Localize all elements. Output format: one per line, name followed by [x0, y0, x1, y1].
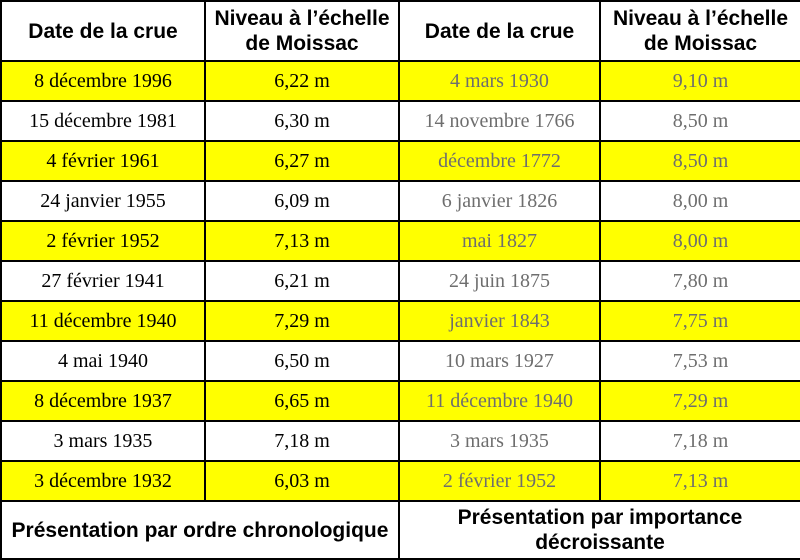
chronological-level-cell: 6,09 m: [204, 180, 400, 222]
importance-date-cell: 6 janvier 1826: [398, 180, 601, 222]
importance-level-cell: 8,50 m: [599, 100, 800, 142]
header-row: Date de la crue Niveau à l’échelle de Mo…: [0, 0, 800, 62]
chronological-date-cell: 11 décembre 1940: [0, 300, 206, 342]
table-row: 27 février 1941 6,21 m 24 juin 1875 7,80 m: [0, 260, 800, 302]
header-date-chronological: Date de la crue: [0, 0, 206, 62]
importance-level-cell: 8,00 m: [599, 220, 800, 262]
table-row: 11 décembre 1940 7,29 m janvier 1843 7,75 m: [0, 300, 800, 342]
chronological-level-cell: 6,21 m: [204, 260, 400, 302]
importance-level-cell: 7,13 m: [599, 460, 800, 502]
table-row: 2 février 1952 7,13 m mai 1827 8,00 m: [0, 220, 800, 262]
chronological-date-cell: 4 mai 1940: [0, 340, 206, 382]
importance-date-cell: 3 mars 1935: [398, 420, 601, 462]
chronological-date-cell: 8 décembre 1937: [0, 380, 206, 422]
importance-date-cell: janvier 1843: [398, 300, 601, 342]
header-level-importance: Niveau à l’échelle de Moissac: [599, 0, 800, 62]
importance-level-cell: 7,53 m: [599, 340, 800, 382]
chronological-date-cell: 24 janvier 1955: [0, 180, 206, 222]
footer-chronological: Présentation par ordre chronologique: [0, 500, 400, 560]
chronological-level-cell: 6,22 m: [204, 60, 400, 102]
chronological-date-cell: 15 décembre 1981: [0, 100, 206, 142]
importance-date-cell: 10 mars 1927: [398, 340, 601, 382]
chronological-level-cell: 7,13 m: [204, 220, 400, 262]
table-row: 15 décembre 1981 6,30 m 14 novembre 1766 8,…: [0, 100, 800, 142]
table-row: 8 décembre 1937 6,65 m 11 décembre 1940 7,2…: [0, 380, 800, 422]
importance-date-cell: 14 novembre 1766: [398, 100, 601, 142]
importance-date-cell: décembre 1772: [398, 140, 601, 182]
chronological-level-cell: 7,18 m: [204, 420, 400, 462]
chronological-level-cell: 6,65 m: [204, 380, 400, 422]
chronological-level-cell: 6,27 m: [204, 140, 400, 182]
chronological-level-cell: 7,29 m: [204, 300, 400, 342]
importance-date-cell: 24 juin 1875: [398, 260, 601, 302]
header-date-importance: Date de la crue: [398, 0, 601, 62]
importance-level-cell: 9,10 m: [599, 60, 800, 102]
table-row: 4 mai 1940 6,50 m 10 mars 1927 7,53 m: [0, 340, 800, 382]
importance-level-cell: 8,50 m: [599, 140, 800, 182]
importance-level-cell: 7,18 m: [599, 420, 800, 462]
header-level-chronological: Niveau à l’échelle de Moissac: [204, 0, 400, 62]
chronological-date-cell: 27 février 1941: [0, 260, 206, 302]
table-row: 4 février 1961 6,27 m décembre 1772 8,50 m: [0, 140, 800, 182]
importance-date-cell: 2 février 1952: [398, 460, 601, 502]
chronological-date-cell: 2 février 1952: [0, 220, 206, 262]
chronological-level-cell: 6,30 m: [204, 100, 400, 142]
importance-date-cell: 4 mars 1930: [398, 60, 601, 102]
footer-importance: Présentation par importance décroissante: [398, 500, 800, 560]
importance-date-cell: 11 décembre 1940: [398, 380, 601, 422]
importance-level-cell: 8,00 m: [599, 180, 800, 222]
chronological-level-cell: 6,03 m: [204, 460, 400, 502]
chronological-date-cell: 4 février 1961: [0, 140, 206, 182]
chronological-date-cell: 3 décembre 1932: [0, 460, 206, 502]
importance-date-cell: mai 1827: [398, 220, 601, 262]
chronological-date-cell: 3 mars 1935: [0, 420, 206, 462]
footer-row: Présentation par ordre chronologique Pré…: [0, 500, 800, 560]
chronological-level-cell: 6,50 m: [204, 340, 400, 382]
importance-level-cell: 7,80 m: [599, 260, 800, 302]
importance-level-cell: 7,75 m: [599, 300, 800, 342]
importance-level-cell: 7,29 m: [599, 380, 800, 422]
chronological-date-cell: 8 décembre 1996: [0, 60, 206, 102]
